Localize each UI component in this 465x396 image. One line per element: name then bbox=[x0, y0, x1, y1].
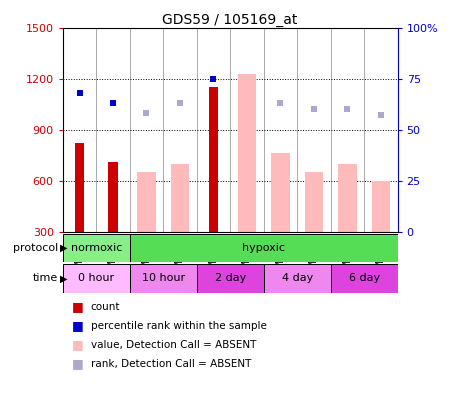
Bar bbox=[137, 172, 156, 232]
Bar bbox=[108, 162, 118, 232]
Bar bbox=[372, 181, 390, 232]
Text: ■: ■ bbox=[72, 338, 84, 351]
Title: GDS59 / 105169_at: GDS59 / 105169_at bbox=[162, 13, 298, 27]
Text: rank, Detection Call = ABSENT: rank, Detection Call = ABSENT bbox=[91, 358, 251, 369]
Bar bbox=[305, 172, 323, 232]
Text: time: time bbox=[33, 273, 58, 284]
Bar bbox=[209, 87, 218, 232]
Bar bbox=[271, 154, 290, 232]
Text: count: count bbox=[91, 301, 120, 312]
Bar bbox=[63, 264, 130, 293]
Bar bbox=[264, 264, 331, 293]
Text: 4 day: 4 day bbox=[281, 273, 313, 284]
Text: ■: ■ bbox=[72, 300, 84, 313]
Bar bbox=[338, 164, 357, 232]
Bar bbox=[75, 143, 84, 232]
Bar bbox=[130, 264, 197, 293]
Text: ▶: ▶ bbox=[60, 243, 68, 253]
Text: ■: ■ bbox=[72, 357, 84, 370]
Text: 0 hour: 0 hour bbox=[78, 273, 114, 284]
Bar bbox=[130, 234, 398, 262]
Text: ▶: ▶ bbox=[60, 273, 68, 284]
Text: protocol: protocol bbox=[13, 243, 58, 253]
Bar bbox=[63, 234, 130, 262]
Text: normoxic: normoxic bbox=[71, 243, 122, 253]
Bar bbox=[331, 264, 398, 293]
Text: ■: ■ bbox=[72, 319, 84, 332]
Text: value, Detection Call = ABSENT: value, Detection Call = ABSENT bbox=[91, 339, 256, 350]
Text: percentile rank within the sample: percentile rank within the sample bbox=[91, 320, 266, 331]
Text: hypoxic: hypoxic bbox=[242, 243, 285, 253]
Text: 10 hour: 10 hour bbox=[142, 273, 185, 284]
Bar bbox=[171, 164, 189, 232]
Bar bbox=[238, 74, 256, 232]
Text: 2 day: 2 day bbox=[214, 273, 246, 284]
Bar bbox=[197, 264, 264, 293]
Text: 6 day: 6 day bbox=[349, 273, 379, 284]
